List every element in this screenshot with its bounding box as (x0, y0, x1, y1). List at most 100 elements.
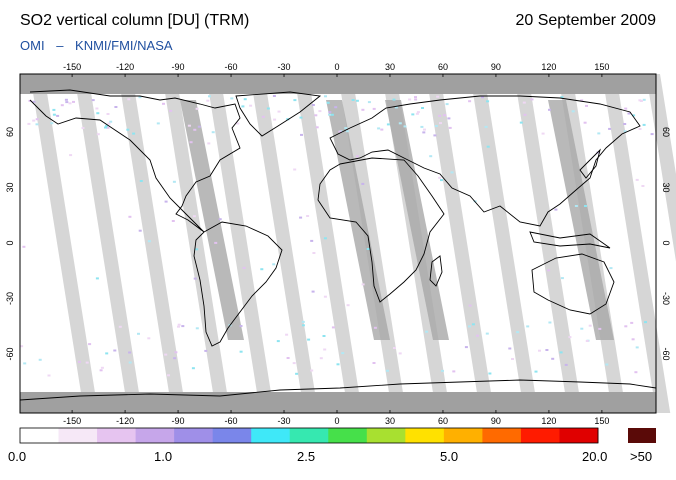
so2-pixel (425, 330, 429, 333)
so2-pixel (439, 122, 442, 125)
so2-pixel (315, 126, 319, 129)
so2-pixel (585, 104, 588, 107)
so2-pixel (52, 108, 56, 111)
missing-orbit-swath (162, 74, 231, 413)
so2-pixel (32, 119, 36, 122)
so2-pixel (443, 114, 447, 117)
map-title: SO2 vertical column [DU] (TRM) (20, 12, 250, 29)
colorbar-segment (97, 428, 137, 443)
double-gap-swath (326, 100, 390, 340)
so2-pixel (293, 99, 297, 102)
so2-pixel (519, 121, 523, 124)
so2-pixel (485, 332, 489, 335)
so2-pixel (156, 122, 160, 125)
so2-pixel (545, 349, 549, 351)
colorbar-overflow-swatch (628, 428, 656, 443)
so2-pixel (392, 98, 396, 101)
map-date: 20 September 2009 (515, 12, 656, 29)
so2-pixel (541, 132, 545, 135)
so2-pixel (624, 107, 628, 110)
so2-pixel (642, 123, 646, 126)
bottom-tick-label: -90 (172, 416, 185, 426)
so2-pixel (328, 111, 332, 114)
so2-pixel (307, 338, 311, 341)
left-tick-label: 30 (5, 182, 15, 192)
credit-institutions: KNMI/FMI/NASA (75, 38, 173, 53)
so2-pixel (411, 113, 415, 116)
so2-pixel (68, 102, 72, 105)
so2-pixel (560, 277, 564, 280)
so2-pixel (361, 108, 365, 111)
so2-pixel (299, 216, 303, 219)
missing-orbit-swath (30, 74, 99, 413)
so2-pixel (534, 370, 538, 373)
so2-pixel (301, 324, 305, 327)
so2-pixel (560, 96, 564, 99)
so2-pixel (207, 142, 211, 145)
so2-pixel (523, 113, 527, 116)
missing-orbit-swath (470, 74, 539, 413)
credit-instrument: OMI (20, 38, 45, 53)
so2-pixel (585, 340, 589, 342)
top-tick-label: 150 (594, 62, 609, 72)
map-border (19, 73, 657, 414)
so2-pixel (312, 252, 316, 254)
so2-pixel (445, 103, 449, 106)
so2-pixel (580, 327, 584, 330)
double-gap-swath (180, 100, 244, 340)
so2-pixel (351, 99, 355, 101)
so2-pixel (276, 340, 280, 343)
bottom-tick-label: 150 (594, 416, 609, 426)
so2-pixel (438, 114, 442, 117)
so2-pixel (77, 360, 81, 363)
so2-pixel (127, 98, 131, 101)
left-latitude-ticks: 60 30 0 -30 -60 (5, 127, 15, 361)
so2-pixel (452, 370, 456, 373)
so2-pixel (441, 369, 444, 372)
colorbar-label-1: 1.0 (154, 449, 173, 464)
so2-pixel (526, 325, 530, 328)
so2-pixel (421, 107, 424, 109)
so2-pixel (147, 337, 151, 340)
so2-pixel (100, 366, 104, 369)
so2-pixel (338, 130, 342, 133)
so2-signal-pixels (20, 95, 654, 377)
so2-pixel (450, 171, 454, 174)
so2-pixel (56, 114, 60, 117)
top-tick-label: -120 (116, 62, 134, 72)
so2-pixel (299, 116, 303, 119)
so2-pixel (273, 118, 277, 121)
so2-pixel (214, 241, 218, 244)
colorbar-segment (58, 428, 98, 443)
so2-pixel (486, 100, 490, 103)
so2-pixel (114, 106, 118, 108)
so2-pixel (118, 325, 122, 328)
so2-pixel (522, 101, 526, 104)
so2-pixel (206, 99, 210, 102)
so2-pixel (398, 352, 402, 355)
colorbar-segment (251, 428, 291, 443)
bottom-tick-label: -30 (278, 416, 291, 426)
so2-pixel (113, 349, 117, 352)
so2-pixel (314, 114, 318, 117)
so2-pixel (323, 348, 327, 351)
left-tick-label: -30 (5, 292, 15, 305)
colorbar-border (19, 427, 599, 444)
so2-pixel (530, 98, 534, 101)
coastlines (19, 89, 657, 401)
so2-pixel (447, 117, 451, 120)
so2-pixel (106, 113, 110, 115)
bottom-tick-label: -120 (116, 416, 134, 426)
so2-pixel (326, 101, 330, 104)
so2-pixel (88, 343, 92, 346)
so2-pixel (300, 133, 303, 136)
so2-pixel (69, 154, 73, 157)
so2-pixel (434, 125, 438, 127)
so2-pixel (211, 131, 215, 134)
so2-pixel (598, 327, 602, 330)
colorbar-label-3: 5.0 (440, 449, 459, 464)
so2-pixel (448, 126, 452, 129)
missing-orbit-swath (514, 74, 583, 413)
so2-pixel (414, 96, 417, 99)
so2-pixel (416, 111, 420, 114)
